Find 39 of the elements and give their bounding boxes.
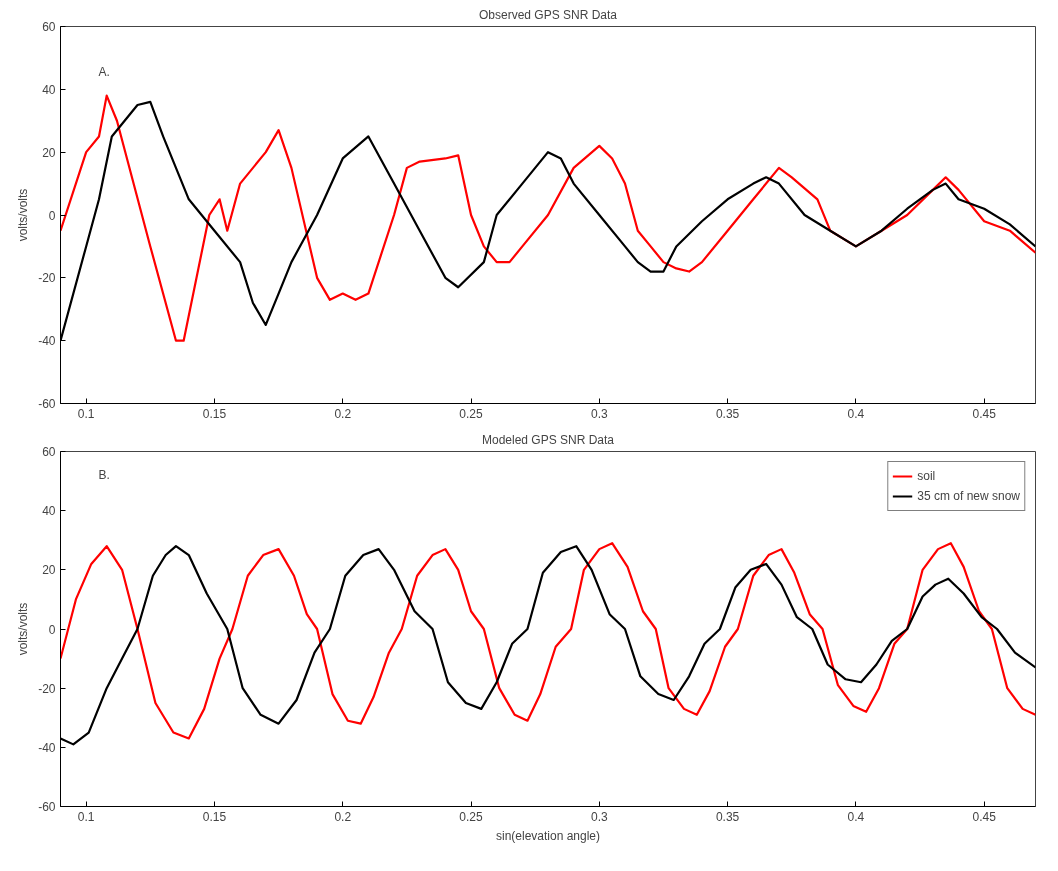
chart-title: Observed GPS SNR Data bbox=[478, 7, 618, 22]
y-tick-label: -60 bbox=[38, 397, 56, 411]
x-tick-label: 0.15 bbox=[202, 809, 227, 824]
x-tick-label: 0.2 bbox=[334, 406, 352, 421]
annotation: A. bbox=[98, 64, 110, 79]
x-axis-title: sin(elevation angle) bbox=[495, 828, 601, 843]
legend-label: soil bbox=[917, 469, 937, 483]
x-tick-label: 0.3 bbox=[590, 406, 608, 421]
x-tick-label: 0.3 bbox=[590, 809, 608, 824]
y-tick-label: -20 bbox=[38, 681, 56, 696]
y-tick-label: -60 bbox=[38, 800, 56, 814]
y-tick-label: 0 bbox=[48, 208, 56, 223]
x-tick-label: 0.4 bbox=[847, 809, 865, 824]
x-tick-label: 0.35 bbox=[715, 406, 740, 421]
y-axis-title: volts/volts bbox=[16, 602, 31, 656]
x-tick-label: 0.25 bbox=[459, 406, 484, 421]
y-axis-title: volts/volts bbox=[16, 188, 31, 242]
x-tick-label: 0.45 bbox=[972, 809, 997, 824]
y-tick-label: 40 bbox=[42, 82, 56, 97]
x-tick-label: 0.35 bbox=[715, 809, 740, 824]
chart-title: Modeled GPS SNR Data bbox=[481, 432, 615, 447]
y-tick-label: -40 bbox=[38, 334, 56, 349]
y-tick-label: -20 bbox=[38, 271, 56, 286]
x-tick-label: 0.1 bbox=[77, 406, 95, 421]
y-tick-label: 20 bbox=[42, 563, 56, 578]
x-tick-label: 0.15 bbox=[202, 406, 227, 421]
x-tick-label: 0.4 bbox=[847, 406, 865, 421]
legend-label: 35 cm of new snow bbox=[917, 489, 1020, 503]
annotation: B. bbox=[98, 467, 110, 482]
y-tick-label: 0 bbox=[48, 622, 56, 637]
y-tick-label: 40 bbox=[42, 504, 56, 519]
y-tick-label: -40 bbox=[38, 740, 56, 755]
x-tick-label: 0.1 bbox=[77, 809, 95, 824]
x-tick-label: 0.25 bbox=[459, 809, 484, 824]
y-tick-label: 60 bbox=[42, 20, 56, 34]
x-tick-label: 0.2 bbox=[334, 809, 352, 824]
y-tick-label: 60 bbox=[42, 445, 56, 459]
x-tick-label: 0.45 bbox=[972, 406, 997, 421]
y-tick-label: 20 bbox=[42, 145, 56, 160]
